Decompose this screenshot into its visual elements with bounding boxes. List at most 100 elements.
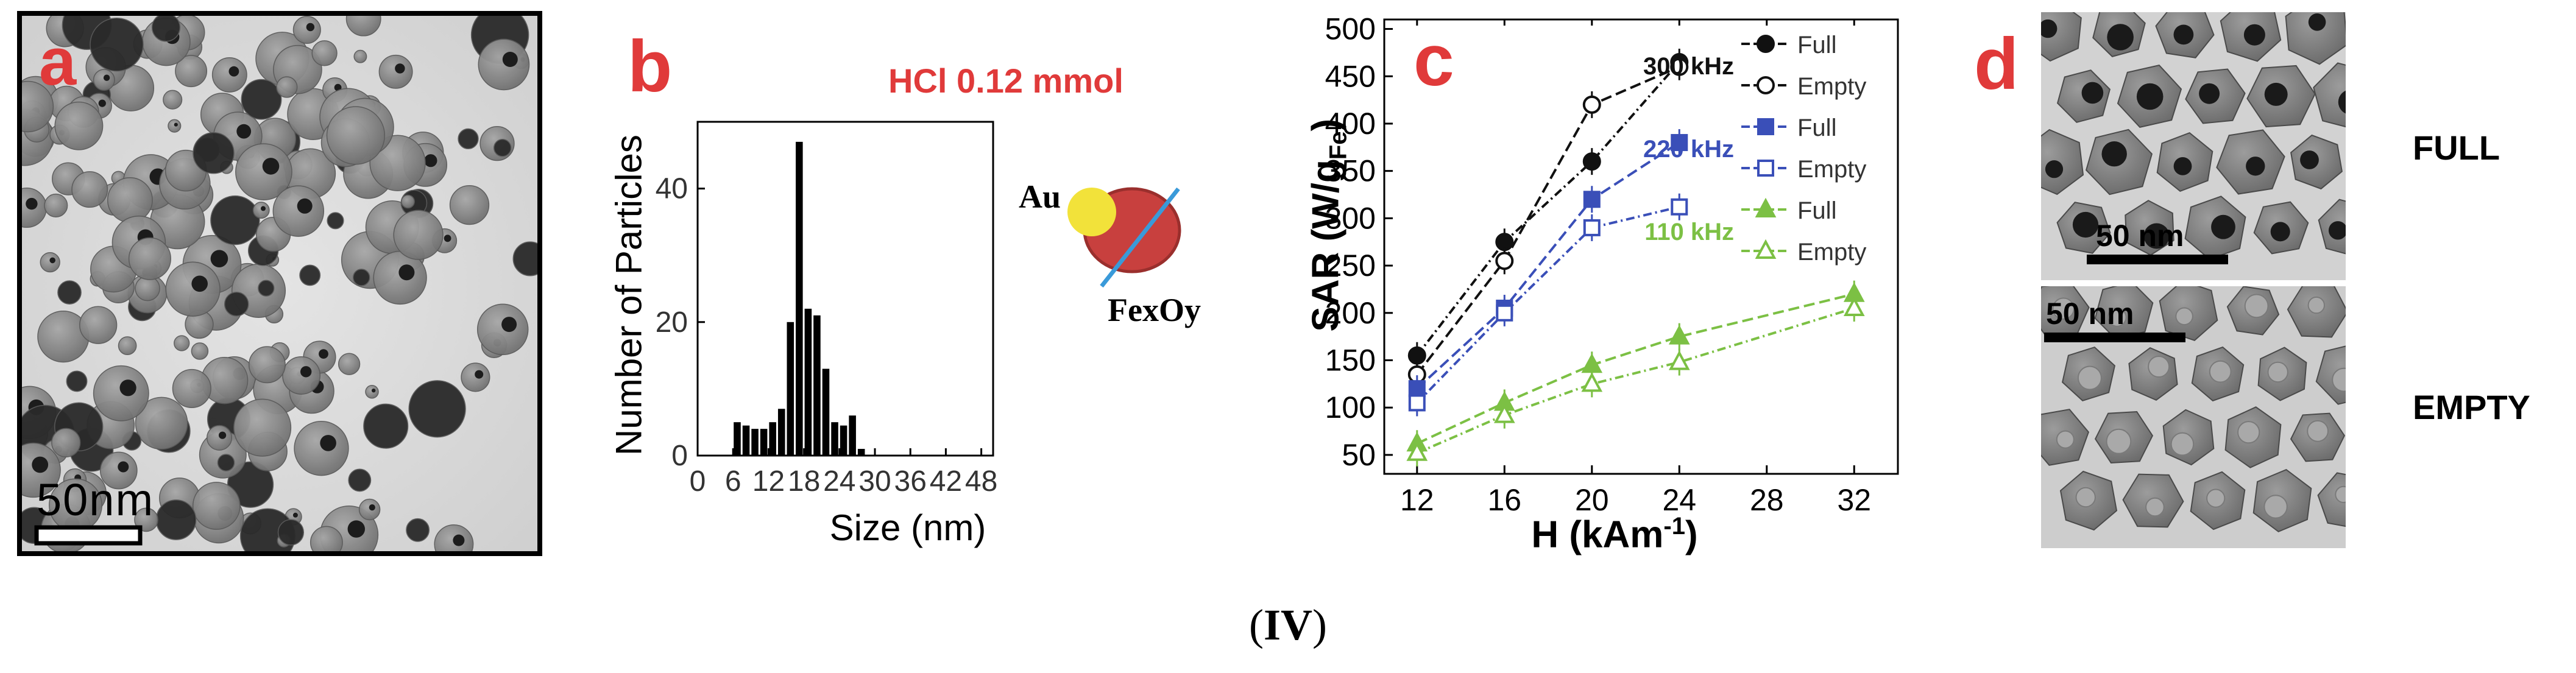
nanoparticle xyxy=(352,269,370,286)
data-point xyxy=(1583,219,1601,236)
series-line xyxy=(1416,205,1680,404)
legend-entry: Empty xyxy=(1797,73,1866,100)
sar-xlabel-sup: -1 xyxy=(1663,513,1685,540)
legend-marker xyxy=(1755,197,1777,217)
tem-image-a xyxy=(0,0,548,565)
data-point xyxy=(1843,296,1865,317)
data-point xyxy=(1671,198,1688,216)
data-point xyxy=(1582,152,1601,171)
caption-close: ) xyxy=(1312,601,1327,649)
histogram-bar xyxy=(751,429,759,456)
empty-nanocrystal xyxy=(2317,472,2346,527)
histogram-bars xyxy=(734,141,865,456)
tem-image-d xyxy=(2041,12,2346,548)
inset-label-au: Au xyxy=(1019,178,1061,215)
label-empty: EMPTY xyxy=(2413,388,2530,426)
empty-cavity xyxy=(2175,307,2193,326)
au-core xyxy=(2264,82,2288,106)
data-point xyxy=(1671,134,1688,152)
empty-cavity xyxy=(2332,367,2346,392)
sar-series xyxy=(1406,48,1865,467)
x-tick-label: 12 xyxy=(1400,483,1434,517)
au-core xyxy=(306,23,315,32)
au-core xyxy=(2243,24,2265,46)
au-core xyxy=(297,198,313,214)
panel-letter-a: a xyxy=(39,24,77,99)
nanocrystal-grid xyxy=(2041,12,2346,533)
nanoparticle xyxy=(327,212,344,230)
sar-legend: Full Empty Full Empty Full Empty 300 kHz 220 kH… xyxy=(1643,32,1866,266)
nanoparticle xyxy=(493,139,512,157)
interface-line-icon xyxy=(1100,187,1180,288)
panel-letter-d: d xyxy=(1974,23,2019,105)
nanoparticle xyxy=(193,132,235,174)
y-tick-label: 200 xyxy=(1325,296,1376,330)
histogram-bar xyxy=(769,422,776,456)
data-point xyxy=(1582,95,1601,114)
legend-marker xyxy=(1757,76,1775,94)
au-core xyxy=(319,349,328,359)
hcl-annotation: HCl 0.12 mmol xyxy=(888,62,1123,100)
histogram-bar xyxy=(822,368,830,456)
nanoparticle xyxy=(378,54,413,89)
legend-group-label: 220 kHz xyxy=(1643,136,1734,163)
au-core xyxy=(300,366,312,378)
au-core xyxy=(2211,214,2235,239)
particle-schematic-inset xyxy=(1067,187,1181,288)
x-tick-label: 28 xyxy=(1750,483,1784,517)
au-core xyxy=(2072,211,2099,238)
nanoparticle xyxy=(118,336,137,355)
data-point xyxy=(1668,325,1690,345)
nanoparticle xyxy=(401,194,415,209)
figure-caption: (IV) xyxy=(0,600,2576,650)
au-core xyxy=(103,74,110,81)
scale-bar-bottom xyxy=(2044,333,2185,342)
nanoparticle xyxy=(99,451,138,490)
nanoparticle xyxy=(326,106,386,165)
au-core xyxy=(2300,150,2319,169)
au-domain-icon xyxy=(1067,188,1116,236)
x-tick-label: 36 xyxy=(894,465,927,498)
caption-roman: IV xyxy=(1263,601,1312,649)
scale-bar-label-bottom: 50 nm xyxy=(2046,297,2134,331)
au-core xyxy=(501,317,517,333)
inset-label-fexoy: FexOy xyxy=(1108,292,1201,328)
au-core xyxy=(236,124,252,139)
nanoparticle xyxy=(358,498,381,521)
au-core xyxy=(369,504,375,511)
empty-cavity xyxy=(2307,420,2329,442)
y-tick-label: 500 xyxy=(1325,12,1376,46)
au-core xyxy=(334,83,342,91)
au-core xyxy=(395,63,405,74)
histogram-bar xyxy=(804,308,812,456)
legend-marker xyxy=(1757,118,1774,135)
empty-cavity xyxy=(2237,421,2260,444)
au-core xyxy=(2199,83,2220,104)
legend-group-label: 300 kHz xyxy=(1643,53,1734,80)
nanoparticle xyxy=(353,49,367,63)
au-core xyxy=(219,431,227,439)
histogram-bar xyxy=(734,422,741,456)
au-core xyxy=(210,250,228,268)
full-nanocrystal xyxy=(2041,129,2084,196)
sar-ylabel-close: ) xyxy=(1304,118,1347,132)
au-core xyxy=(262,158,280,175)
sar-line-chart: 12 16 20 24 28 32 50 100 150 200 250 300 350 400 450 50… xyxy=(1325,12,1899,517)
au-core xyxy=(32,456,49,473)
au-core xyxy=(398,264,415,281)
au-core xyxy=(2173,24,2194,45)
series-line xyxy=(1416,141,1680,390)
legend-marker xyxy=(1755,239,1777,259)
nanoparticle xyxy=(40,252,60,273)
nanoparticle xyxy=(292,15,321,44)
au-core xyxy=(320,435,336,451)
x-tick-label: 12 xyxy=(752,465,785,498)
nanoparticle xyxy=(79,306,118,344)
sar-xlabel: H (kAm-1) xyxy=(1444,513,1785,557)
scale-bar-label-a: 50nm xyxy=(37,474,155,525)
au-core xyxy=(2107,24,2134,51)
au-core xyxy=(475,370,484,379)
x-tick-label: 32 xyxy=(1837,483,1871,517)
panel-d: d 50 nm 50 nm FULL EMPTY xyxy=(1974,12,2576,548)
